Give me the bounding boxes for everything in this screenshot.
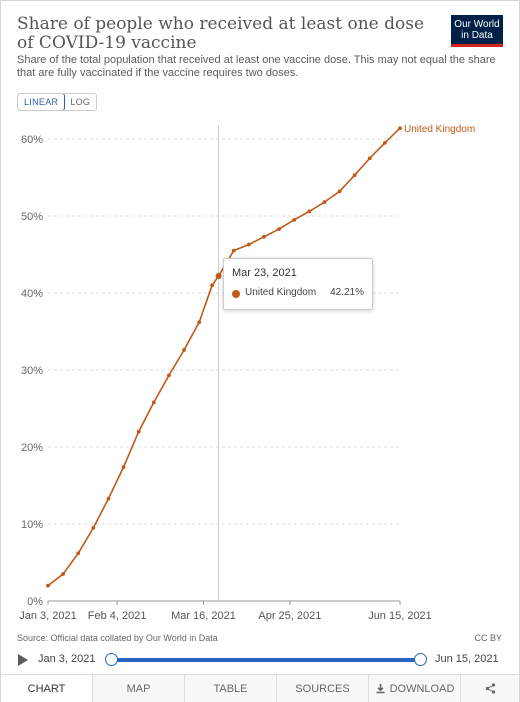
data-point [197,320,202,325]
source-note[interactable]: Source: Official data collated by Our Wo… [17,633,218,643]
data-point [106,496,111,501]
data-point [262,234,266,239]
tab-table[interactable]: TABLE [184,675,276,702]
tab-bar: CHART MAP TABLE SOURCES DOWNLOAD [1,674,519,702]
scale-toggle: LINEAR LOG [17,93,98,111]
license-label[interactable]: CC BY [474,633,502,643]
x-tick-label: Jun 15, 2021 [368,610,432,622]
data-point [91,525,96,530]
line-chart[interactable]: 0% 10% 20% 30% 40% 50% 60% Jan 3, 2021 Feb 4, 20… [1,111,519,623]
tooltip-date: Mar 23, 2021 [232,267,297,279]
data-point [182,348,186,352]
data-point [76,551,81,556]
y-tick-label: 60% [21,134,43,146]
y-tick-label: 30% [21,365,43,377]
x-tick-label: Jan 3, 2021 [19,610,77,622]
data-point [277,227,281,231]
download-icon [376,684,385,694]
logo-line-2: in Data [461,29,493,41]
hover-point [215,272,222,279]
tab-chart-label: CHART [27,682,66,695]
y-tick-label: 0% [27,596,43,608]
play-icon[interactable] [18,654,28,666]
tab-chart[interactable]: CHART [1,675,92,702]
data-point [292,217,297,222]
tab-map-label: MAP [126,682,151,695]
data-point [352,173,357,178]
data-point [210,283,215,288]
timeline-track[interactable] [112,658,419,662]
data-point [61,572,66,576]
y-tick-label: 10% [21,519,43,531]
data-point [337,189,342,194]
data-point [398,126,402,131]
owid-logo[interactable]: Our World in Data [451,15,503,47]
series-end-label: United Kingdom [404,124,475,135]
logo-line-1: Our World [454,18,500,30]
data-point [151,400,156,405]
tab-map[interactable]: MAP [92,675,184,702]
linear-scale-button[interactable]: LINEAR [18,94,66,110]
timeline-start-handle[interactable] [105,653,118,666]
chart-title: Share of people who received at least on… [17,14,425,53]
tab-sources[interactable]: SOURCES [276,675,368,702]
x-tick-label: Mar 16, 2021 [171,610,236,622]
data-point [231,248,236,253]
data-point [322,200,327,205]
hover-tooltip: Mar 23, 2021 United Kingdom 42.21% [223,258,373,310]
timeline-start-label: Jan 3, 2021 [38,653,96,665]
data-point [167,373,171,378]
y-tick-label: 50% [21,211,43,223]
tab-table-label: TABLE [213,682,248,695]
tooltip-series-dot [232,290,240,298]
y-tick-label: 40% [21,288,43,300]
log-scale-button[interactable]: LOG [70,97,91,107]
data-point [46,583,50,588]
data-point [246,242,251,247]
chart-subtitle: Share of the total population that recei… [17,54,496,79]
tab-download[interactable]: DOWNLOAD [368,675,460,702]
data-point [382,140,387,145]
series-line-united-kingdom [47,127,401,587]
share-icon [485,683,495,694]
y-tick-label: 20% [21,442,43,454]
data-point [307,209,312,214]
tab-download-label: DOWNLOAD [389,682,455,695]
tooltip-value: 42.21% [330,287,364,298]
data-point [121,465,126,469]
share-button[interactable] [460,675,519,702]
x-tick-label: Feb 4, 2021 [88,610,147,622]
data-point [136,429,141,434]
timeline-end-handle[interactable] [414,653,427,666]
tab-sources-label: SOURCES [295,682,350,695]
tooltip-series-name: United Kingdom [245,287,317,298]
x-tick-label: Apr 25, 2021 [258,610,321,622]
timeline-end-label: Jun 15, 2021 [435,653,499,665]
data-point [367,156,372,161]
